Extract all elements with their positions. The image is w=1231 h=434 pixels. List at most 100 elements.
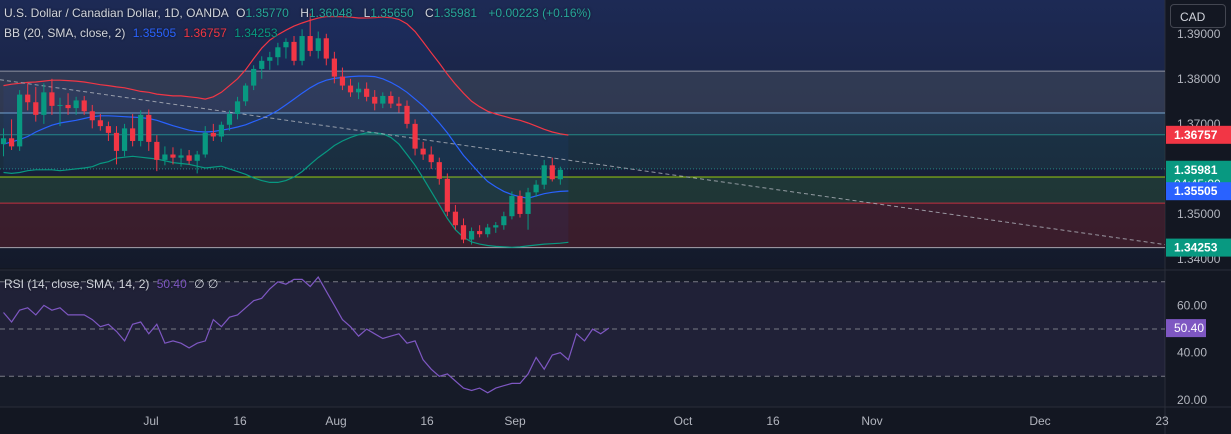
- level-zone: [0, 203, 1165, 248]
- bollinger-label[interactable]: BB (20, SMA, close, 2): [4, 26, 126, 40]
- rsi-tick-label: 60.00: [1177, 298, 1207, 312]
- candle-body: [113, 132, 120, 151]
- candle-body: [259, 60, 265, 69]
- level-zone: [0, 113, 1165, 135]
- time-tick-label: Nov: [861, 414, 882, 428]
- time-tick-label: 16: [233, 414, 247, 428]
- rsi-tick-label: 40.00: [1177, 346, 1207, 360]
- rsi-label[interactable]: RSI (14, close, SMA, 14, 2): [4, 277, 150, 291]
- high-label: H: [300, 6, 309, 20]
- candle-body: [121, 128, 128, 151]
- candle-body: [412, 123, 418, 149]
- candle-body: [525, 192, 531, 214]
- candle-body: [485, 227, 491, 235]
- bollinger-lower-line: [3, 132, 569, 248]
- candle-body: [315, 38, 321, 51]
- low-label: L: [363, 6, 371, 20]
- price-label-box: [1166, 182, 1231, 201]
- symbol-legend: U.S. Dollar / Canadian Dollar, 1D, OANDA…: [4, 6, 595, 20]
- candle-body: [210, 132, 216, 137]
- candle-body: [81, 100, 87, 112]
- candle-body: [355, 88, 362, 93]
- candle-body: [105, 126, 112, 133]
- time-tick-label: Aug: [325, 414, 346, 428]
- bollinger-lower-value: 1.34253: [234, 26, 278, 40]
- rsi-value: 50.40: [156, 277, 187, 291]
- candle-body: [347, 85, 354, 93]
- candle-body: [533, 184, 539, 193]
- candle-body: [541, 165, 547, 185]
- candle-body: [436, 162, 442, 179]
- candle-body: [452, 211, 459, 226]
- time-tick-label: Oct: [674, 414, 693, 428]
- high-value: 1.36048: [308, 6, 353, 20]
- candle-body: [380, 95, 386, 104]
- symbol-title[interactable]: U.S. Dollar / Canadian Dollar, 1D, OANDA: [4, 6, 229, 20]
- level-zone: [0, 71, 1165, 114]
- candle-body: [275, 47, 281, 58]
- candle-body: [226, 113, 233, 125]
- candle-body: [162, 154, 168, 160]
- candle-body: [41, 92, 47, 115]
- candle-body: [49, 92, 55, 106]
- rsi-tick-label: 20.00: [1177, 393, 1207, 407]
- time-tick-label: 16: [766, 414, 780, 428]
- rsi-band-fill: [0, 281, 1165, 377]
- candle-body: [202, 132, 208, 155]
- price-tick-label: 1.39000: [1177, 27, 1221, 41]
- rsi-legend: RSI (14, close, SMA, 14, 2) 50.40 ∅ ∅: [4, 277, 222, 291]
- currency-button[interactable]: CAD: [1170, 4, 1226, 28]
- price-label-text: 1.35505: [1174, 184, 1218, 198]
- candle-body: [372, 96, 378, 104]
- candle-body: [234, 101, 241, 114]
- candle-body: [267, 57, 273, 61]
- change-value: +0.00223 (+0.16%): [488, 6, 592, 20]
- price-label-text: 1.34253: [1174, 241, 1218, 255]
- candle-body: [428, 154, 434, 163]
- bollinger-upper-line: [3, 16, 569, 136]
- time-tick-label: Jul: [143, 414, 158, 428]
- low-value: 1.35650: [370, 6, 414, 20]
- candle-body: [549, 165, 555, 180]
- candle-body: [243, 85, 249, 102]
- candle-body: [130, 128, 136, 141]
- candle-body: [460, 225, 467, 240]
- candle-body: [501, 216, 507, 226]
- rsi-extra: ∅ ∅: [194, 277, 219, 291]
- candle-body: [404, 105, 410, 124]
- time-tick-label: Dec: [1029, 414, 1050, 428]
- candle-body: [154, 141, 160, 160]
- candle-body: [331, 58, 337, 77]
- time-tick-label: 23: [1155, 414, 1169, 428]
- candle-body: [557, 169, 563, 180]
- bollinger-upper-value: 1.36757: [183, 26, 227, 40]
- candle-body: [307, 36, 313, 51]
- candle-body: [299, 36, 305, 61]
- candle-body: [89, 111, 95, 121]
- open-label: O: [236, 6, 246, 20]
- candle-body: [194, 154, 200, 161]
- candle-body: [170, 154, 176, 158]
- candle-body: [420, 148, 426, 155]
- candle-body: [33, 102, 39, 115]
- candle-body: [97, 120, 103, 127]
- candle-body: [0, 138, 7, 145]
- close-value: 1.35981: [433, 6, 478, 20]
- candle-body: [8, 138, 15, 147]
- rsi-value-label: 50.40: [1174, 321, 1204, 335]
- candle-body: [178, 155, 184, 158]
- price-tick-label: 1.35000: [1177, 207, 1221, 221]
- bollinger-middle-value: 1.35505: [132, 26, 177, 40]
- candle-body: [17, 94, 23, 147]
- candle-body: [468, 231, 475, 240]
- candle-body: [364, 88, 370, 97]
- candle-body: [396, 103, 402, 106]
- candle-body: [509, 195, 515, 217]
- bollinger-middle-line: [3, 75, 569, 199]
- candle-body: [57, 104, 63, 106]
- price-label-text: 1.35981: [1174, 163, 1218, 177]
- candle-body: [218, 124, 224, 137]
- candle-body: [138, 114, 144, 141]
- price-label-text: 1.36757: [1174, 128, 1218, 142]
